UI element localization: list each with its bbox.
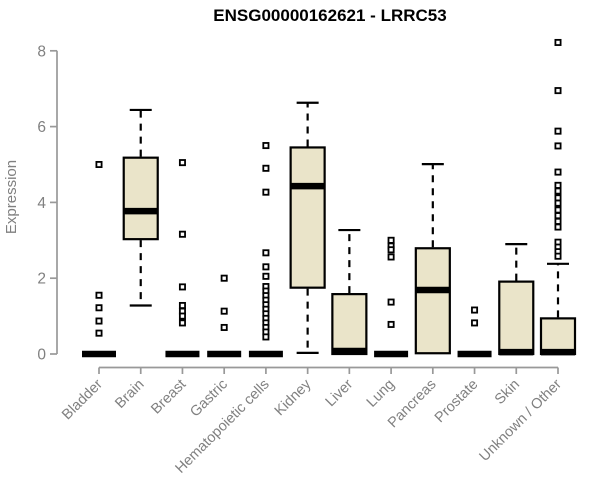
outlier-point [178, 283, 186, 291]
x-category-label: Skin [492, 377, 523, 408]
outlier-point [471, 319, 479, 327]
box-lung [374, 236, 409, 358]
x-category-label: Liver [323, 376, 357, 410]
outlier-point [554, 181, 562, 189]
outlier-point [554, 87, 562, 95]
iqr-box [122, 156, 159, 241]
iqr-box [539, 317, 577, 356]
outlier-point [220, 323, 228, 331]
outlier-point [554, 206, 562, 214]
outlier-point [554, 168, 562, 176]
iqr-box [289, 146, 326, 289]
outlier-point [220, 307, 228, 315]
outlier-point [95, 160, 103, 168]
outlier-point [178, 312, 186, 320]
outlier-point [95, 317, 103, 325]
box-prostate [457, 306, 492, 358]
y-tick-label: 0 [37, 347, 46, 364]
x-category-label: Lung [364, 377, 398, 411]
iqr-box [331, 293, 368, 356]
x-category-label: Prostate [432, 377, 481, 426]
box-breast [165, 159, 200, 358]
outlier-point [262, 263, 270, 271]
outlier-point [554, 252, 562, 260]
outlier-point [554, 223, 562, 231]
outlier-point [178, 159, 186, 167]
box-pancreas [414, 163, 451, 355]
outlier-point [220, 274, 228, 282]
box-skin [498, 242, 535, 356]
outlier-point [262, 188, 270, 196]
x-category-label: Brain [112, 377, 147, 412]
box-unknown-other [539, 38, 577, 356]
outlier-point [95, 304, 103, 312]
outlier-point [262, 142, 270, 150]
y-tick-label: 2 [37, 271, 46, 288]
outlier-point [554, 212, 562, 220]
outlier-point [387, 298, 395, 306]
outlier-point [554, 217, 562, 225]
outlier-point [387, 253, 395, 261]
outlier-point [554, 127, 562, 135]
outlier-point [262, 249, 270, 257]
outlier-point [387, 236, 395, 244]
outlier-point [471, 306, 479, 314]
iqr-box [414, 247, 451, 355]
outlier-point [387, 320, 395, 328]
outlier-point [262, 272, 270, 280]
chart-title: ENSG00000162621 - LRRC53 [213, 6, 446, 25]
x-category-label: Kidney [272, 376, 315, 419]
box-gastric [207, 274, 242, 358]
outlier-point [95, 291, 103, 299]
y-tick-label: 8 [37, 43, 46, 60]
outlier-point [178, 301, 186, 309]
box-liver [331, 228, 368, 356]
iqr-box [498, 280, 535, 356]
outlier-point [554, 142, 562, 150]
y-tick-label: 4 [37, 195, 46, 212]
y-axis-label: Expression [3, 160, 20, 234]
box-bladder [82, 160, 116, 358]
x-category-label: Bladder [59, 376, 106, 423]
x-category-label: Breast [148, 377, 189, 418]
outlier-point [554, 38, 562, 46]
outlier-point [554, 187, 562, 195]
box-brain [122, 108, 159, 307]
box-kidney [289, 101, 326, 354]
outlier-point [178, 230, 186, 238]
box-series [82, 38, 577, 358]
outlier-point [95, 329, 103, 337]
outlier-point [554, 199, 562, 207]
outlier-point [387, 246, 395, 254]
outlier-point [262, 333, 270, 341]
y-tick-label: 6 [37, 119, 46, 136]
box-hematopoietic-cells [248, 142, 283, 358]
outlier-point [178, 319, 186, 327]
outlier-point [262, 164, 270, 172]
